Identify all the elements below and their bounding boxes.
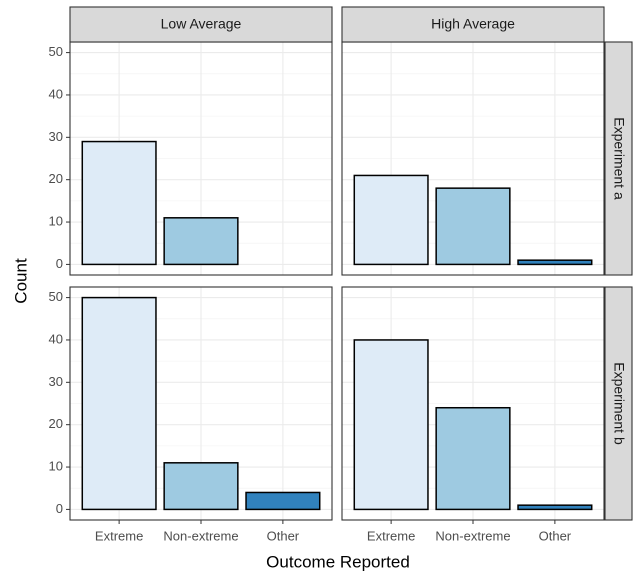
x-tick-label: Other: [267, 528, 300, 543]
column-strip-label: High Average: [431, 16, 515, 32]
y-tick-label: 30: [49, 129, 63, 144]
x-axis-title: Outcome Reported: [266, 552, 410, 571]
y-tick-label: 10: [49, 458, 63, 473]
bar: [435, 406, 511, 511]
y-tick-label: 40: [49, 331, 63, 346]
y-tick-label: 20: [49, 171, 63, 186]
y-axis-title: Count: [11, 258, 30, 304]
y-tick-label: 40: [49, 86, 63, 101]
bar: [353, 174, 429, 266]
bar: [163, 462, 239, 511]
y-tick-label: 10: [49, 213, 63, 228]
row-strip-label: Experiment a: [611, 117, 627, 200]
x-tick-label: Extreme: [367, 528, 415, 543]
x-tick-label: Non-extreme: [435, 528, 510, 543]
bar: [517, 259, 593, 266]
bar: [353, 339, 429, 511]
bar: [163, 217, 239, 266]
y-tick-label: 50: [49, 44, 63, 59]
x-tick-label: Other: [539, 528, 572, 543]
x-tick-label: Non-extreme: [163, 528, 238, 543]
row-strip: [604, 41, 633, 276]
bar: [435, 187, 511, 266]
y-tick-label: 0: [56, 256, 63, 271]
bar: [81, 140, 157, 266]
row-strip-label: Experiment b: [611, 362, 627, 445]
row-strip: [604, 286, 633, 521]
y-tick-label: 0: [56, 501, 63, 516]
bar: [245, 491, 321, 511]
y-tick-label: 30: [49, 374, 63, 389]
y-tick-label: 50: [49, 289, 63, 304]
column-strip: [69, 6, 333, 43]
bar: [517, 504, 593, 511]
column-strip: [341, 6, 605, 43]
x-tick-label: Extreme: [95, 528, 143, 543]
y-tick-label: 20: [49, 416, 63, 431]
column-strip-label: Low Average: [161, 16, 242, 32]
bar: [81, 296, 157, 511]
